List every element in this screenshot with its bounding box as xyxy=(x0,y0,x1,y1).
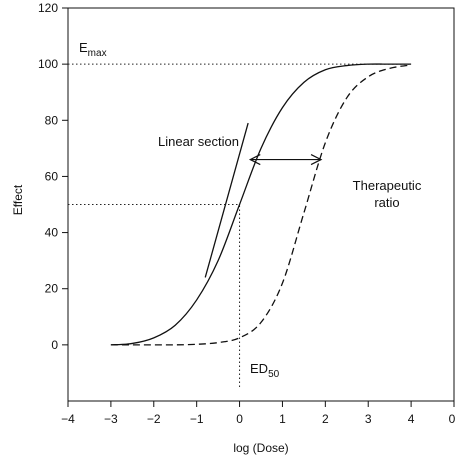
x-tick-label: 2 xyxy=(322,412,329,426)
x-tick-label: −2 xyxy=(147,412,161,426)
x-tick-label: −4 xyxy=(61,412,75,426)
emax-label: Emax xyxy=(79,40,107,59)
x-tick-label: 3 xyxy=(365,412,372,426)
therapeutic-ratio-arrowhead-left xyxy=(248,154,261,166)
y-axis-label: Effect xyxy=(11,184,25,215)
x-axis-label: log (Dose) xyxy=(233,441,288,455)
therapeutic-ratio-label-line2: ratio xyxy=(374,195,399,210)
emax-label-subscript: max xyxy=(88,48,107,59)
ed50-label: ED50 xyxy=(250,361,280,380)
y-tick-label: 80 xyxy=(45,113,59,127)
x-tick-label: −3 xyxy=(104,412,118,426)
y-tick-label: 120 xyxy=(38,1,58,15)
x-tick-label: 0 xyxy=(449,412,456,426)
therapeutic-ratio-label-line1: Therapeutic xyxy=(353,178,422,193)
linear-section-line xyxy=(204,122,249,278)
therapeutic-ratio-arrowhead-right xyxy=(310,154,323,166)
ed50-label-main: ED xyxy=(250,361,268,376)
y-tick-label: 0 xyxy=(51,338,58,352)
ed50-label-subscript: 50 xyxy=(268,369,280,380)
x-tick-label: 4 xyxy=(408,412,415,426)
y-tick-label: 40 xyxy=(45,226,59,240)
emax-label-main: E xyxy=(79,40,88,55)
y-tick-label: 20 xyxy=(45,282,59,296)
linear-section-label: Linear section xyxy=(158,134,239,149)
y-tick-label: 100 xyxy=(38,57,58,71)
series-line-solid xyxy=(110,63,412,346)
y-tick-label: 60 xyxy=(45,169,59,183)
x-tick-label: 0 xyxy=(236,412,243,426)
series-line-dashed xyxy=(110,64,412,346)
x-tick-label: −1 xyxy=(190,412,204,426)
x-tick-label: 1 xyxy=(279,412,286,426)
